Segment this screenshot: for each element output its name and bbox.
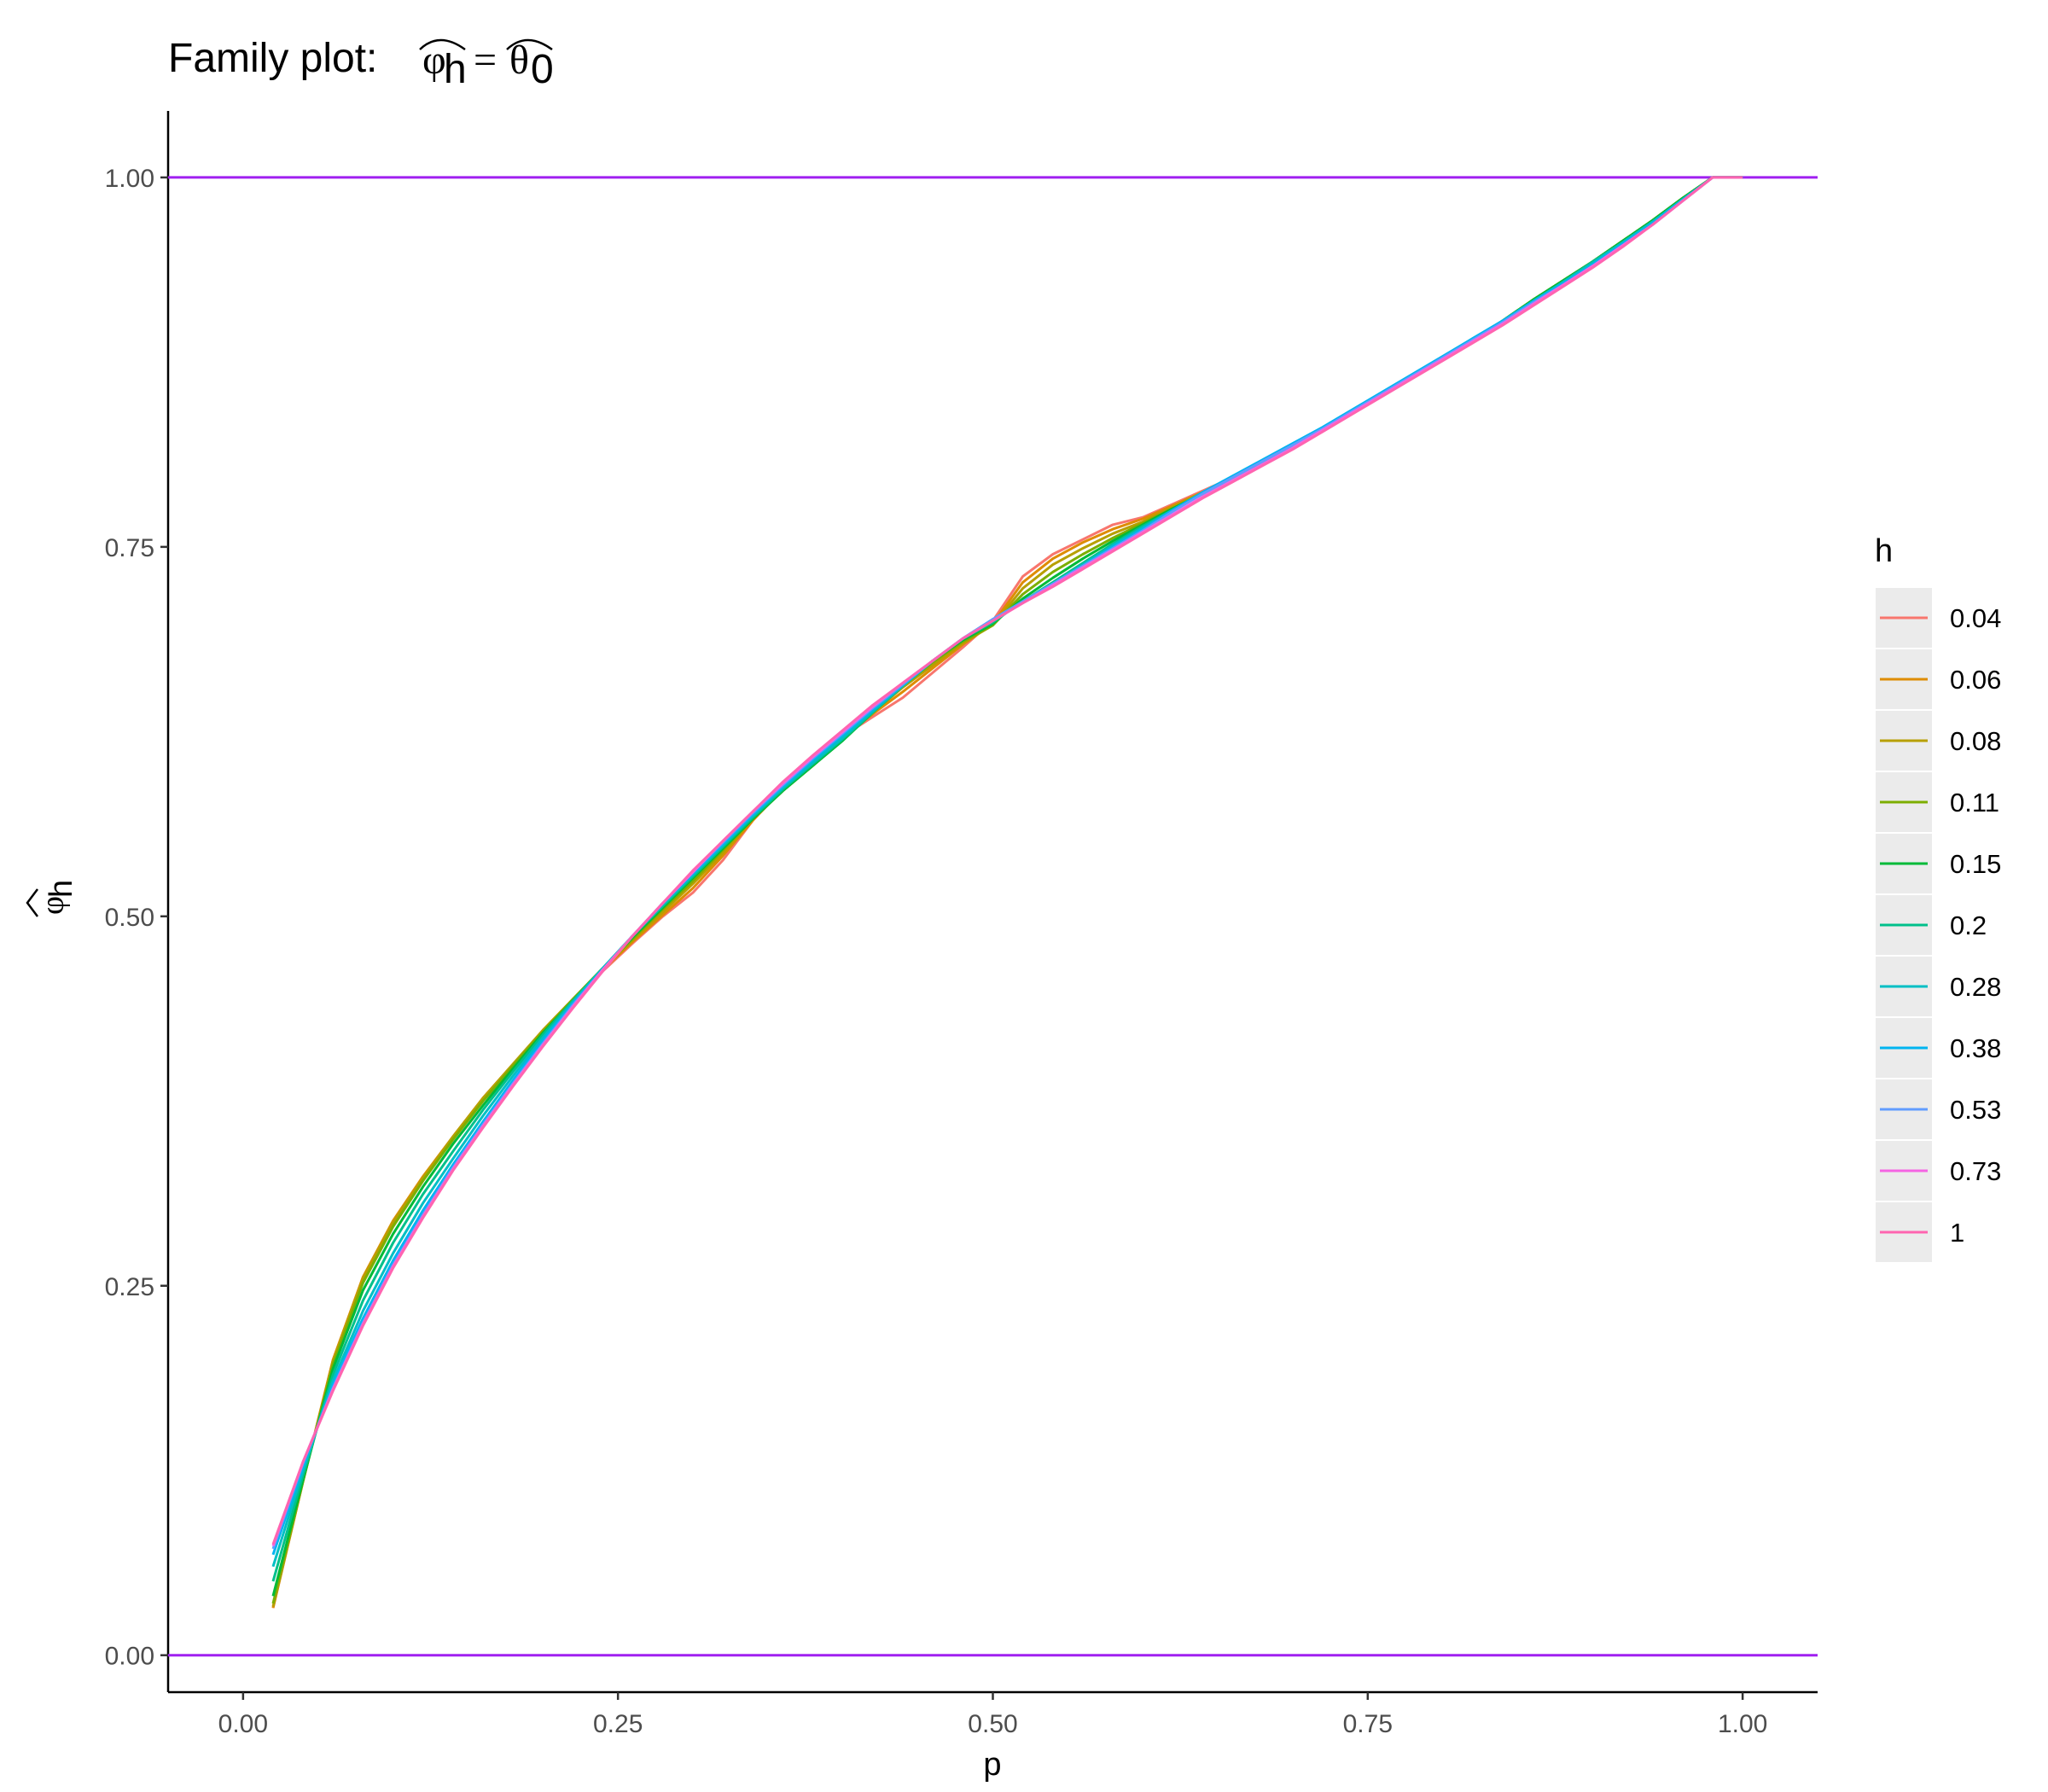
x-tick-label: 0.00 (218, 1710, 268, 1738)
x-tick-label: 1.00 (1718, 1710, 1767, 1738)
legend-title: h (1875, 533, 1893, 569)
series-line-h-0.15 (271, 176, 1743, 1597)
series-line-h-0.11 (271, 176, 1743, 1604)
y-axis-phi-hat (26, 888, 38, 917)
series-line-h-0.38 (271, 176, 1743, 1556)
svg-text:0: 0 (531, 47, 554, 92)
legend-label: 0.11 (1950, 788, 1999, 817)
y-axis-phi-symbol: φ (35, 896, 71, 915)
series-line-h-1 (271, 176, 1743, 1545)
y-tick-label: 1.00 (105, 165, 154, 193)
legend: h 0.04 0.06 0.08 0.11 0.15 0.2 0.28 0.38 0.53 0.7… (1874, 533, 2001, 1264)
legend-label: 0.53 (1950, 1095, 2001, 1125)
y-tick-label: 0.50 (105, 904, 154, 932)
series-lines (271, 176, 1743, 1609)
legend-label: 0.2 (1950, 911, 1987, 940)
series-line-h-0.53 (271, 176, 1743, 1550)
y-tick-label: 0.25 (105, 1273, 154, 1301)
x-tick-label: 0.25 (593, 1710, 643, 1738)
legend-items: 0.04 0.06 0.08 0.11 0.15 0.2 0.28 0.38 0.53 0.73 1 (1874, 586, 2001, 1264)
title-theta-symbol: θ (509, 38, 529, 83)
series-line-h-0.2 (271, 176, 1743, 1582)
svg-text:h: h (44, 880, 79, 898)
legend-label: 0.28 (1950, 972, 2001, 1002)
x-axis-ticks: 0.00 0.25 0.50 0.75 1.00 (218, 1692, 1767, 1738)
title-phi-subscript: h (444, 47, 467, 92)
reference-lines (168, 176, 1818, 1657)
y-axis-ticks: 0.00 0.25 0.50 0.75 1.00 (105, 165, 168, 1671)
series-line-h-0.28 (271, 176, 1743, 1568)
legend-label: 0.73 (1950, 1156, 2001, 1186)
title-equals: = (474, 38, 497, 83)
chart-title: Family plot: φ h = θ 0 (168, 36, 554, 92)
y-tick-label: 0.75 (105, 534, 154, 562)
legend-label: 0.38 (1950, 1033, 2001, 1063)
legend-label: 1 (1950, 1218, 1964, 1248)
series-line-h-0.73 (271, 176, 1743, 1547)
svg-text:φ: φ (35, 896, 71, 915)
y-axis-title: φ h (26, 880, 79, 917)
title-theta-hat (506, 38, 553, 51)
legend-label: 0.06 (1950, 665, 2001, 695)
y-axis-phi-subscript: h (44, 880, 79, 898)
series-line-h-0.06 (271, 176, 1743, 1609)
title-theta-subscript: 0 (531, 47, 554, 92)
svg-text:h: h (444, 47, 467, 92)
series-line-h-0.08 (271, 176, 1743, 1607)
title-prefix: Family plot: (168, 36, 377, 81)
legend-label: 0.15 (1950, 849, 2001, 879)
title-phi-hat (419, 38, 466, 51)
y-tick-label: 0.00 (105, 1643, 154, 1671)
svg-text:θ: θ (509, 38, 529, 83)
series-line-h-0.04 (271, 176, 1743, 1609)
x-tick-label: 0.75 (1343, 1710, 1393, 1738)
svg-text:=: = (474, 38, 497, 83)
x-axis-title: p (983, 1747, 1001, 1783)
legend-label: 0.04 (1950, 603, 2001, 633)
svg-text:Family plot:: Family plot: (168, 36, 377, 81)
legend-label: 0.08 (1950, 726, 2001, 756)
x-tick-label: 0.50 (968, 1710, 1017, 1738)
